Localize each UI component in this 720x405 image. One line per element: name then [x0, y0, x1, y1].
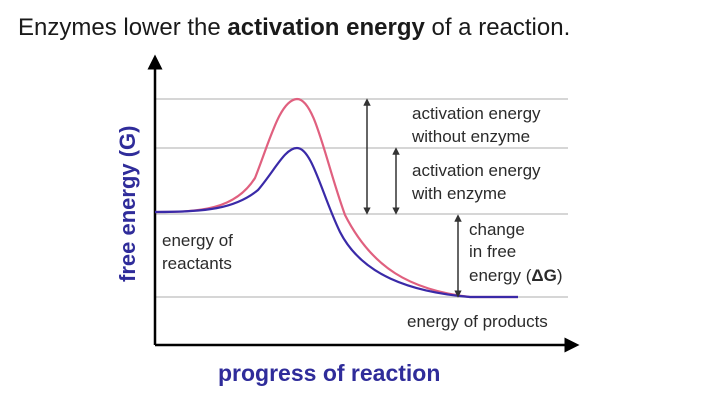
- without-enzyme-label-line1: activation energy: [412, 104, 541, 123]
- reactants-label-line2: reactants: [162, 254, 232, 273]
- without-enzyme-label: activation energy without enzyme: [411, 104, 545, 146]
- delta-g-close-paren: ): [557, 266, 563, 285]
- title-prefix: Enzymes lower the: [18, 14, 228, 41]
- with-enzyme-label: activation energy with enzyme: [411, 161, 545, 203]
- delta-g-label-line1: change: [469, 220, 525, 239]
- delta-g-label: change in free energy (ΔG): [469, 220, 563, 285]
- products-label: energy of products: [407, 312, 548, 331]
- curve-without-enzyme: [154, 97, 518, 299]
- without-enzyme-label-line2: without enzyme: [411, 127, 530, 146]
- reactants-label-line1: energy of: [162, 231, 233, 250]
- slide-title: Enzymes lower the activation energy of a…: [18, 14, 570, 42]
- y-axis-label: free energy (G): [115, 126, 140, 283]
- title-suffix: of a reaction.: [424, 14, 571, 41]
- delta-g-label-line3: energy (: [469, 266, 532, 285]
- delta-g-symbol: ΔG: [531, 266, 556, 285]
- delta-g-label-line2: in free: [469, 242, 516, 261]
- x-axis-label: progress of reaction: [218, 360, 440, 386]
- curve-with-enzyme: [154, 146, 518, 299]
- reactants-label: energy of reactants: [162, 231, 238, 273]
- with-enzyme-label-line1: activation energy: [412, 161, 541, 180]
- with-enzyme-label-line2: with enzyme: [411, 184, 506, 203]
- title-emphasis: activation energy: [227, 14, 425, 41]
